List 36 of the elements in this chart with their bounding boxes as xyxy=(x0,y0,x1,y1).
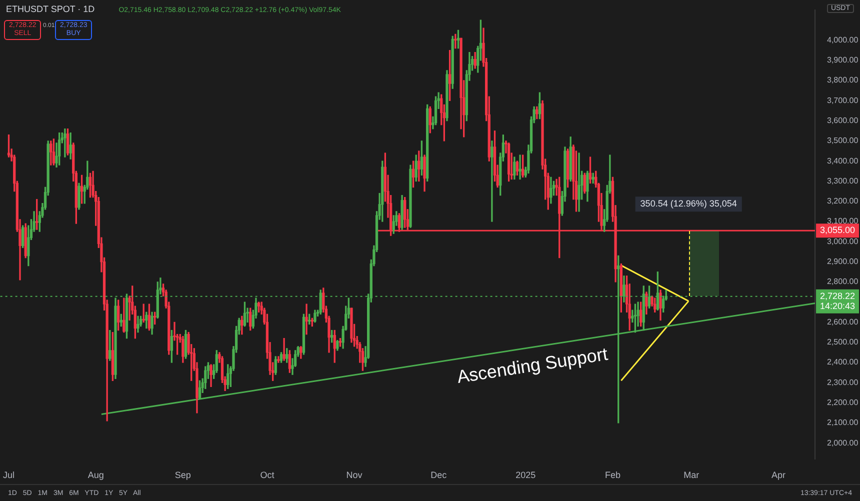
y-tick-label: 4,000.00 xyxy=(827,35,859,44)
y-tick-label: 3,000.00 xyxy=(827,236,859,246)
x-tick-label: Sep xyxy=(174,470,191,480)
chart-title: ETHUSDT SPOT · 1D xyxy=(6,4,95,14)
y-tick-label: 3,400.00 xyxy=(827,156,859,166)
text: 14:20:43 xyxy=(820,300,856,311)
x-tick-label: Dec xyxy=(430,470,448,480)
series-label: 3,055.00 xyxy=(820,225,856,236)
y-tick-label: 3,300.00 xyxy=(827,176,859,186)
y-tick-label: 3,600.00 xyxy=(827,116,859,125)
y-tick-label: 2,400.00 xyxy=(827,358,859,367)
text: Ascending Support xyxy=(456,344,610,388)
x-tick-label: Apr xyxy=(771,470,786,480)
y-tick-label: 3,200.00 xyxy=(827,196,859,206)
y-tick-label: 3,700.00 xyxy=(827,96,859,105)
x-tick-label: Jul xyxy=(2,470,15,480)
x-tick-label: Nov xyxy=(346,470,363,480)
x-tick-label: Mar xyxy=(684,470,700,480)
y-tick-label: 2,800.00 xyxy=(827,277,859,286)
x-tick-label: 2025 xyxy=(516,470,536,480)
annotation: 350.54 (12.96%) 35,054 xyxy=(640,198,737,209)
y-tick-label: 2,100.00 xyxy=(827,418,859,428)
y-tick-label: 3,100.00 xyxy=(827,216,859,226)
y-tick-label: 3,800.00 xyxy=(827,76,859,85)
y-tick-label: 2,300.00 xyxy=(827,378,859,387)
x-tick-label: Oct xyxy=(260,470,275,480)
y-tick-label: 3,900.00 xyxy=(827,56,859,65)
ref-line-label: 2,728.22 xyxy=(820,290,856,301)
y-tick-label: 2,200.00 xyxy=(827,398,859,407)
y-tick-label: 2,900.00 xyxy=(827,256,859,266)
y-tick-label: 3,500.00 xyxy=(827,136,859,146)
y-tick-label: 2,600.00 xyxy=(827,317,859,326)
x-tick-label: Feb xyxy=(604,470,620,480)
y-tick-label: 2,500.00 xyxy=(827,338,859,347)
y-tick-label: 2,000.00 xyxy=(827,438,859,448)
x-tick-label: Aug xyxy=(88,470,104,480)
